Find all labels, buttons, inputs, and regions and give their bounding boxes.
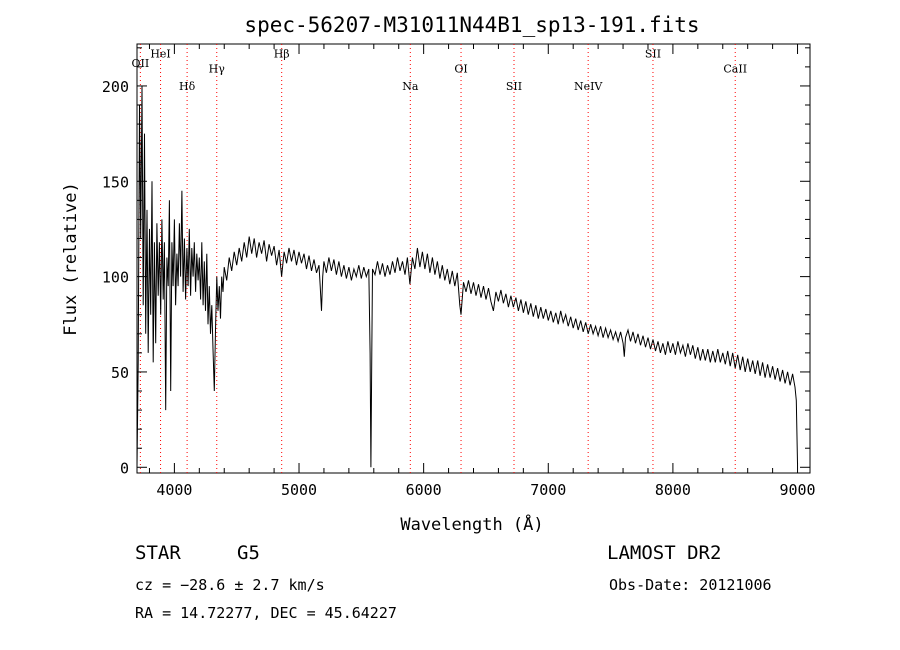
y-tick-label: 50 <box>111 364 129 382</box>
spectral-line-label: Na <box>402 80 419 93</box>
x-tick-label: 6000 <box>406 481 442 499</box>
redshift-value: cz = −28.6 ± 2.7 km/s <box>135 576 325 594</box>
spectral-line-label: CaII <box>723 63 747 76</box>
x-tick-label: 8000 <box>655 481 691 499</box>
sky-coordinates: RA = 14.72277, DEC = 45.64227 <box>135 604 397 622</box>
x-tick-label: 7000 <box>530 481 566 499</box>
y-axis-label: Flux (relative) <box>61 182 81 336</box>
object-subclass: G5 <box>237 542 260 564</box>
x-tick-label: 5000 <box>281 481 317 499</box>
spectral-line-label: NeIV <box>574 80 603 93</box>
observation-date: Obs-Date: 20121006 <box>609 576 772 594</box>
y-tick-label: 150 <box>102 173 129 191</box>
spectral-line-label: SII <box>506 80 522 93</box>
spectral-line-label: Hγ <box>209 63 226 76</box>
spectral-line-label: SII <box>645 47 661 60</box>
survey-name: LAMOST DR2 <box>607 542 722 564</box>
object-class: STAR <box>135 542 181 564</box>
x-tick-label: 9000 <box>779 481 815 499</box>
y-tick-label: 100 <box>102 269 129 287</box>
spectral-line-label: OI <box>454 63 467 76</box>
y-tick-label: 0 <box>120 459 129 477</box>
y-tick-label: 200 <box>102 78 129 96</box>
x-tick-label: 4000 <box>156 481 192 499</box>
chart-title: spec-56207-M31011N44B1_sp13-191.fits <box>244 13 699 37</box>
x-axis-label: Wavelength (Å) <box>400 513 543 535</box>
spectral-line-label: Hβ <box>274 47 290 60</box>
spectral-line-label: OII <box>132 57 150 70</box>
axes-ticks: 4000 5000 6000 7000 8000 9000 0 50 100 150 200 <box>102 44 816 499</box>
spectral-line-label: Hδ <box>179 80 196 93</box>
spectrum-series-line <box>136 85 798 468</box>
spectral-line-label: HeI <box>150 47 170 60</box>
